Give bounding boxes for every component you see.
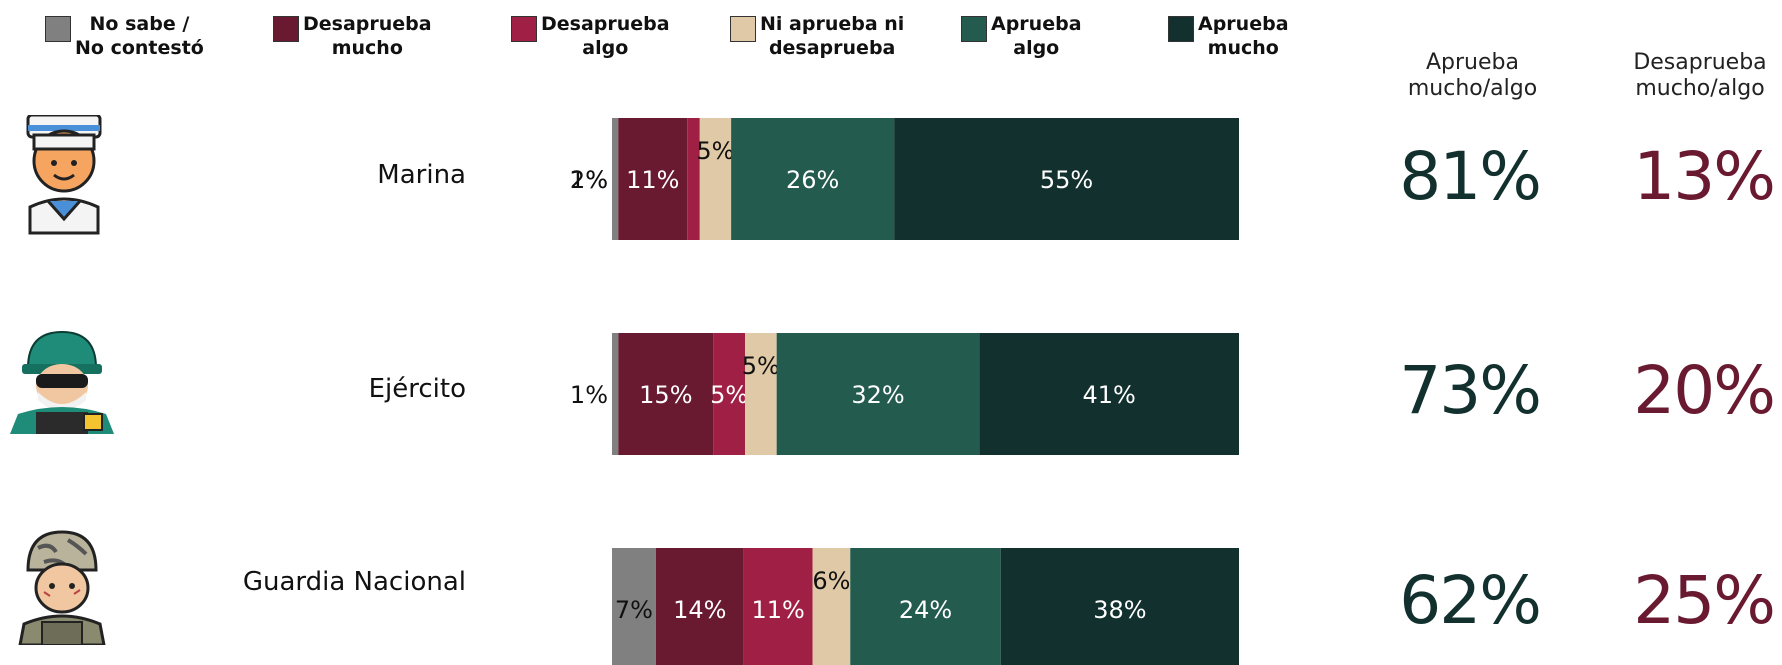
summary-disapprove-ejercito: 20% bbox=[1633, 352, 1776, 429]
bar-ejercito-desaprueba-mucho bbox=[618, 333, 714, 455]
legend-label-ni-aprueba: Ni aprueba ni desaprueba bbox=[760, 13, 905, 59]
summary-approve-guardia-nacional: 62% bbox=[1399, 562, 1542, 639]
category-label-ejercito: Ejército bbox=[368, 374, 466, 404]
bar-guardia-nacional-desaprueba-mucho bbox=[655, 548, 744, 665]
bar-guardia-nacional-no-sabe-no-contesto bbox=[612, 548, 656, 665]
data-label-ejercito-desaprueba-algo: 5% bbox=[710, 381, 748, 409]
legend-swatch-no-sabe bbox=[45, 16, 71, 42]
bar-guardia-nacional-desaprueba-algo bbox=[743, 548, 813, 665]
bar-marina-ni-aprueba-ni-desaprueba bbox=[699, 118, 732, 240]
data-label-guardia-nacional-aprueba-mucho: 38% bbox=[1093, 596, 1146, 624]
data-label-marina-aprueba-algo: 26% bbox=[786, 166, 839, 194]
bar-guardia-nacional-ni-aprueba-ni-desaprueba bbox=[812, 548, 851, 665]
column-header-approve: Aprueba mucho/algo bbox=[1407, 50, 1538, 101]
column-header-disapprove: Desaprueba mucho/algo bbox=[1633, 50, 1767, 101]
bar-marina-desaprueba-mucho bbox=[618, 118, 688, 240]
bar-ejercito-aprueba-algo bbox=[776, 333, 980, 455]
data-label-marina-desaprueba-mucho: 11% bbox=[626, 166, 679, 194]
category-label-marina: Marina bbox=[377, 160, 466, 190]
legend-item-desaprueba-mucho: Desaprueba mucho bbox=[273, 12, 432, 60]
summary-approve-marina: 81% bbox=[1399, 138, 1542, 215]
bar-guardia-nacional-aprueba-mucho bbox=[1000, 548, 1239, 665]
data-label-marina-desaprueba-algo: 2% bbox=[570, 166, 608, 194]
legend-item-aprueba-algo: Aprueba algo bbox=[961, 12, 1082, 60]
bar-marina-no-sabe-no-contesto bbox=[612, 118, 619, 240]
legend-swatch-aprueba-mucho bbox=[1168, 16, 1194, 42]
legend-item-desaprueba-algo: Desaprueba algo bbox=[511, 12, 670, 60]
bar-ejercito-desaprueba-algo bbox=[713, 333, 745, 455]
data-label-marina-ni-aprueba-ni-desaprueba: 5% bbox=[696, 137, 734, 165]
bar-ejercito-aprueba-mucho bbox=[979, 333, 1239, 455]
data-label-guardia-nacional-desaprueba-algo: 11% bbox=[751, 596, 804, 624]
legend-swatch-desaprueba-mucho bbox=[273, 16, 299, 42]
category-label-guardia-nacional: Guardia Nacional bbox=[242, 567, 466, 597]
bar-ejercito-ni-aprueba-ni-desaprueba bbox=[745, 333, 777, 455]
legend-label-desaprueba-algo: Desaprueba algo bbox=[541, 13, 670, 59]
sailor-icon bbox=[26, 115, 102, 235]
data-label-guardia-nacional-no-sabe-no-contesto: 7% bbox=[615, 596, 653, 624]
legend-item-ni-aprueba: Ni aprueba ni desaprueba bbox=[730, 12, 904, 60]
data-label-guardia-nacional-aprueba-algo: 24% bbox=[899, 596, 952, 624]
bar-marina-aprueba-mucho bbox=[894, 118, 1239, 240]
national-guard-soldier-icon bbox=[18, 530, 106, 645]
legend-label-aprueba-algo: Aprueba algo bbox=[991, 13, 1082, 59]
army-soldier-icon bbox=[10, 330, 114, 434]
legend-item-no-sabe: No sabe / No contestó bbox=[45, 12, 204, 60]
data-label-ejercito-aprueba-algo: 32% bbox=[851, 381, 904, 409]
bar-marina-desaprueba-algo bbox=[687, 118, 700, 240]
bar-guardia-nacional-aprueba-algo bbox=[850, 548, 1001, 665]
summary-disapprove-guardia-nacional: 25% bbox=[1633, 562, 1776, 639]
data-label-ejercito-aprueba-mucho: 41% bbox=[1082, 381, 1135, 409]
bar-marina-aprueba-algo bbox=[731, 118, 895, 240]
data-label-ejercito-ni-aprueba-ni-desaprueba: 5% bbox=[742, 352, 780, 380]
legend-label-desaprueba-mucho: Desaprueba mucho bbox=[303, 13, 432, 59]
legend-swatch-ni-aprueba bbox=[730, 16, 756, 42]
legend-label-no-sabe: No sabe / No contestó bbox=[75, 13, 204, 59]
legend-swatch-aprueba-algo bbox=[961, 16, 987, 42]
data-label-ejercito-no-sabe-no-contesto: 1% bbox=[570, 381, 608, 409]
legend-swatch-desaprueba-algo bbox=[511, 16, 537, 42]
data-label-ejercito-desaprueba-mucho: 15% bbox=[639, 381, 692, 409]
legend-label-aprueba-mucho: Aprueba mucho bbox=[1198, 13, 1289, 59]
summary-approve-ejercito: 73% bbox=[1399, 352, 1542, 429]
summary-disapprove-marina: 13% bbox=[1633, 138, 1776, 215]
bar-ejercito-no-sabe-no-contesto bbox=[612, 333, 619, 455]
legend-item-aprueba-mucho: Aprueba mucho bbox=[1168, 12, 1289, 60]
data-label-guardia-nacional-ni-aprueba-ni-desaprueba: 6% bbox=[812, 567, 850, 595]
data-label-guardia-nacional-desaprueba-mucho: 14% bbox=[673, 596, 726, 624]
data-label-marina-aprueba-mucho: 55% bbox=[1040, 166, 1093, 194]
data-label-marina-no-sabe-no-contesto: 1% bbox=[570, 166, 608, 194]
